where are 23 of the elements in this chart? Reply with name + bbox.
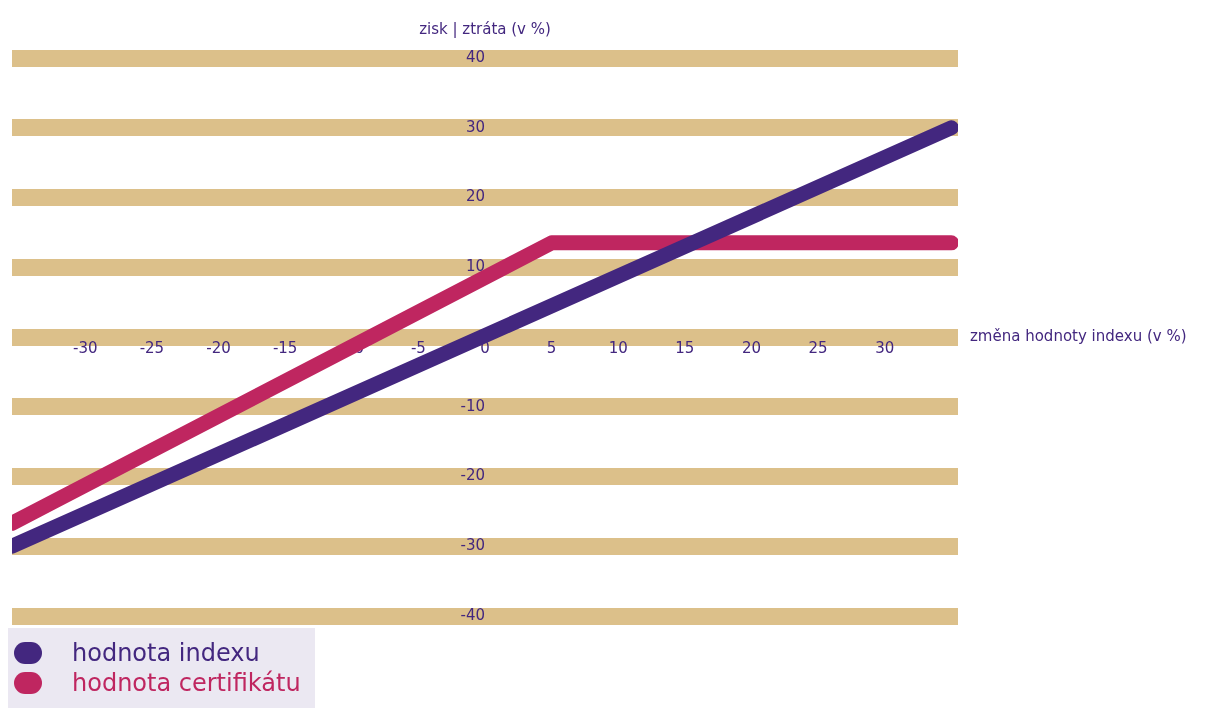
x-tick-label: -30 bbox=[73, 338, 98, 357]
y-tick-label: 20 bbox=[465, 187, 485, 206]
x-tick-label: 5 bbox=[546, 338, 557, 357]
legend-label: hodnota certifikátu bbox=[72, 668, 301, 698]
x-tick-label: 25 bbox=[808, 338, 828, 357]
y-tick-label: 10 bbox=[465, 257, 485, 276]
x-tick-label: 20 bbox=[741, 338, 762, 357]
x-tick-label: -15 bbox=[272, 338, 298, 357]
x-tick-label: 30 bbox=[875, 338, 895, 357]
y-tick-label: -10 bbox=[460, 396, 485, 415]
y-tick-label: 40 bbox=[465, 47, 485, 66]
x-tick-label: 10 bbox=[608, 338, 628, 357]
y-tick-label: -20 bbox=[460, 466, 485, 485]
x-tick-label: -20 bbox=[206, 338, 231, 357]
y-tick-label: 30 bbox=[465, 117, 485, 136]
y-tick-label: -40 bbox=[460, 605, 485, 624]
y-axis-title: zisk | ztráta (v %) bbox=[419, 20, 551, 39]
legend-label: hodnota indexu bbox=[72, 638, 260, 668]
x-tick-label: -25 bbox=[139, 338, 165, 357]
x-tick-label: 15 bbox=[675, 338, 695, 357]
x-tick-label: -5 bbox=[410, 338, 426, 357]
x-axis-title: změna hodnoty indexu (v %) bbox=[970, 326, 1187, 345]
y-tick-label: -30 bbox=[460, 536, 485, 555]
